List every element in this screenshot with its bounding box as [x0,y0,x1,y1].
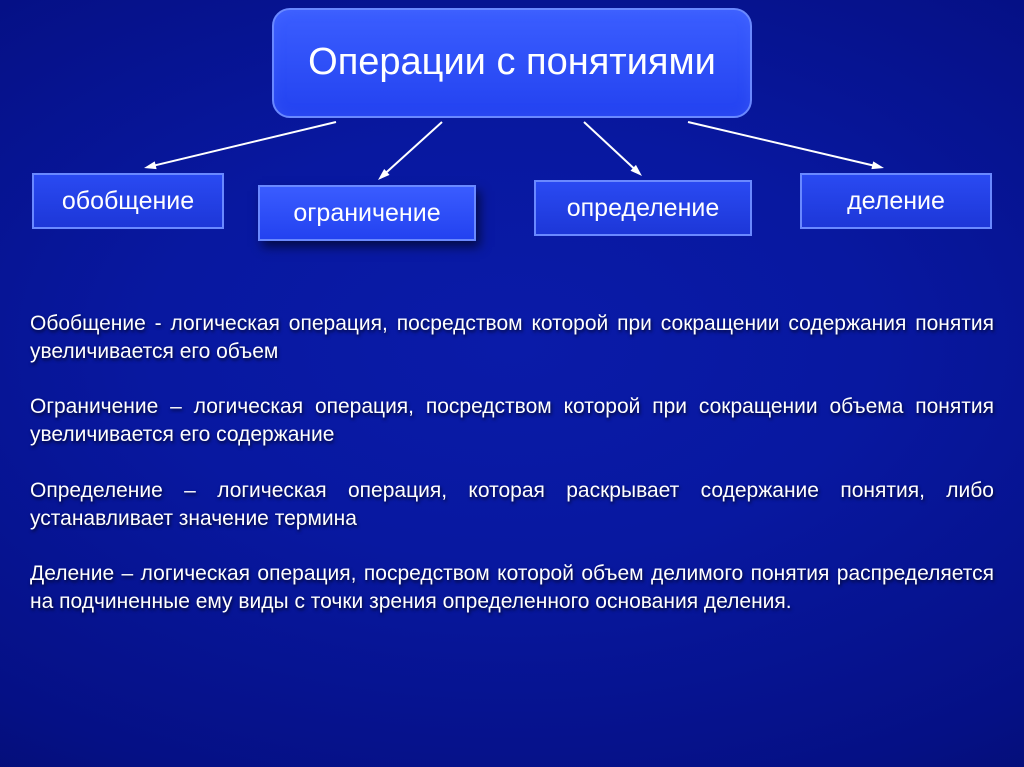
definition-term: Обобщение [30,312,146,335]
child-label: деление [847,187,945,216]
root-concept-box: Операции с понятиями [272,8,752,118]
arrow-shaft-2 [584,122,637,171]
child-label: ограничение [293,199,440,228]
child-box-2: определение [534,180,752,236]
child-box-0: обобщение [32,173,224,229]
definition-row-2: Определение – логическая операция, котор… [30,477,994,532]
definition-term: Деление [30,562,114,585]
definition-row-1: Ограничение – логическая операция, посре… [30,393,994,448]
child-label: определение [567,194,720,223]
arrow-shaft-1 [383,122,442,175]
arrow-shaft-3 [688,122,877,166]
definition-text: – логическая операция, посредством котор… [30,395,994,446]
definition-term: Определение [30,479,163,502]
definition-text: - логическая операция, посредством котор… [30,312,994,363]
arrow-head-3 [871,161,884,169]
definition-text: – логическая операция, посредством котор… [30,562,994,613]
definition-row-0: Обобщение - логическая операция, посредс… [30,310,994,365]
child-label: обобщение [62,187,194,216]
arrow-head-0 [144,161,157,169]
definition-row-3: Деление – логическая операция, посредств… [30,560,994,615]
definitions-block: Обобщение - логическая операция, посредс… [30,310,994,616]
arrow-shaft-0 [151,122,336,166]
definition-text: – логическая операция, которая раскрывае… [30,479,994,530]
arrow-head-1 [378,169,390,180]
child-box-1: ограничение [258,185,476,241]
arrow-head-2 [630,165,642,176]
child-box-3: деление [800,173,992,229]
root-title: Операции с понятиями [308,41,716,85]
definition-term: Ограничение [30,395,158,418]
